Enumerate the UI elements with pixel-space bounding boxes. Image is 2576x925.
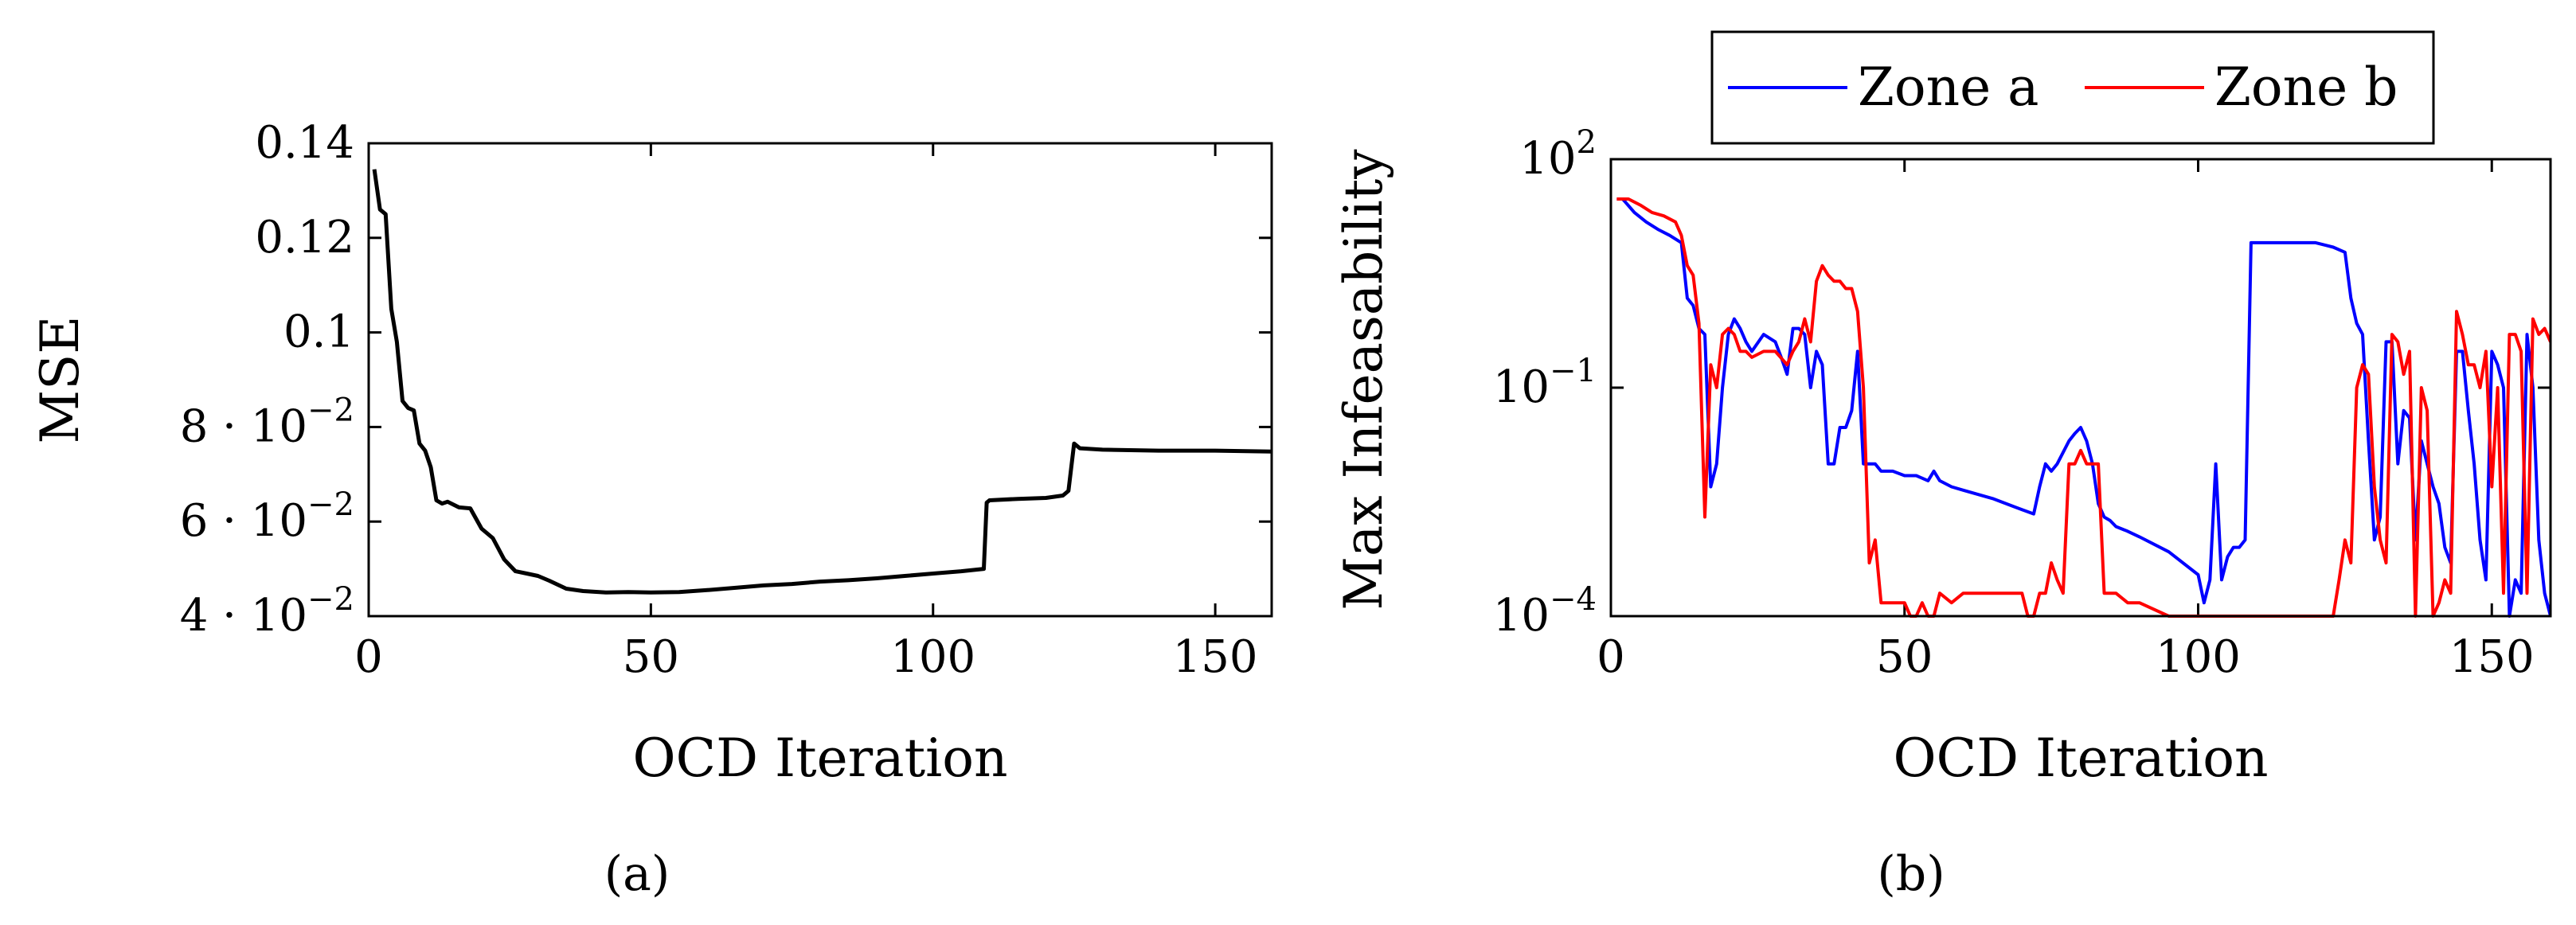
panel-b-x-tick-label: 150 <box>2449 631 2535 683</box>
legend-zone-a-label: Zone a <box>1858 57 2039 118</box>
panel-b-caption: (b) <box>1877 846 1945 902</box>
panel-b-x-tick-label: 50 <box>1876 631 1933 683</box>
panel-b-series-zone-b <box>1616 197 2551 618</box>
panel-a-x-tick-label: 0 <box>354 631 383 683</box>
panel-b-x-tick-labels: 0 50 100 150 <box>1597 631 2535 683</box>
panel-b-x-axis-title: OCD Iteration <box>1894 728 2269 789</box>
panel-b-y-axis-title: Max Infeasability <box>1333 149 1394 611</box>
panel-a-y-tick-label: 6 · 10−2 <box>180 486 354 547</box>
panel-b-x-tick-label: 0 <box>1597 631 1625 683</box>
panel-a-x-tick-labels: 0 50 100 150 <box>354 631 1257 683</box>
panel-a-ticks <box>367 142 1272 618</box>
panel-a-plot-area <box>372 169 1272 595</box>
panel-a-x-tick-label: 100 <box>890 631 975 683</box>
panel-a-axis-frame <box>367 142 1273 618</box>
panel-a-y-tick-label: 8 · 10−2 <box>180 392 354 452</box>
panel-a-mse-chart: 0 50 100 150 4 · 10−2 6 · 10−2 8 · 10−2 0.1 0.1… <box>29 117 1273 902</box>
panel-a-y-axis-title: MSE <box>29 316 91 444</box>
panel-a-y-tick-label: 0.12 <box>255 212 354 263</box>
panel-a-y-tick-label: 0.14 <box>255 117 354 169</box>
panel-b-y-tick-label: 102 <box>1519 124 1597 185</box>
panel-b-y-tick-labels: 10−4 10−1 102 <box>1493 124 1597 642</box>
panel-b-series-zone-a <box>1616 197 2551 618</box>
panel-b-axis-frame <box>1609 158 2552 618</box>
panel-a-series-mse <box>372 169 1272 595</box>
panel-a-x-tick-label: 150 <box>1173 631 1258 683</box>
panel-b-infeasibility-chart: 0 50 100 150 10−4 10−1 102 OCD Iteration Max … <box>1333 30 2552 902</box>
panel-b-x-tick-label: 100 <box>2156 631 2241 683</box>
panel-b-y-tick-label: 10−1 <box>1493 353 1597 413</box>
panel-a-y-tick-label: 0.1 <box>283 306 354 358</box>
panel-a-x-tick-label: 50 <box>623 631 679 683</box>
panel-a-caption: (a) <box>604 846 670 902</box>
panel-b-y-tick-label: 10−4 <box>1493 581 1597 642</box>
panel-a-y-tick-label: 4 · 10−2 <box>180 581 354 642</box>
panel-a-y-tick-labels: 4 · 10−2 6 · 10−2 8 · 10−2 0.1 0.12 0.14 <box>180 117 354 642</box>
panel-a-x-axis-title: OCD Iteration <box>633 728 1008 789</box>
panel-b-plot-area <box>1616 197 2551 618</box>
legend-zone-b-label: Zone b <box>2214 57 2398 118</box>
panel-b-legend: Zone a Zone b <box>1710 30 2435 145</box>
